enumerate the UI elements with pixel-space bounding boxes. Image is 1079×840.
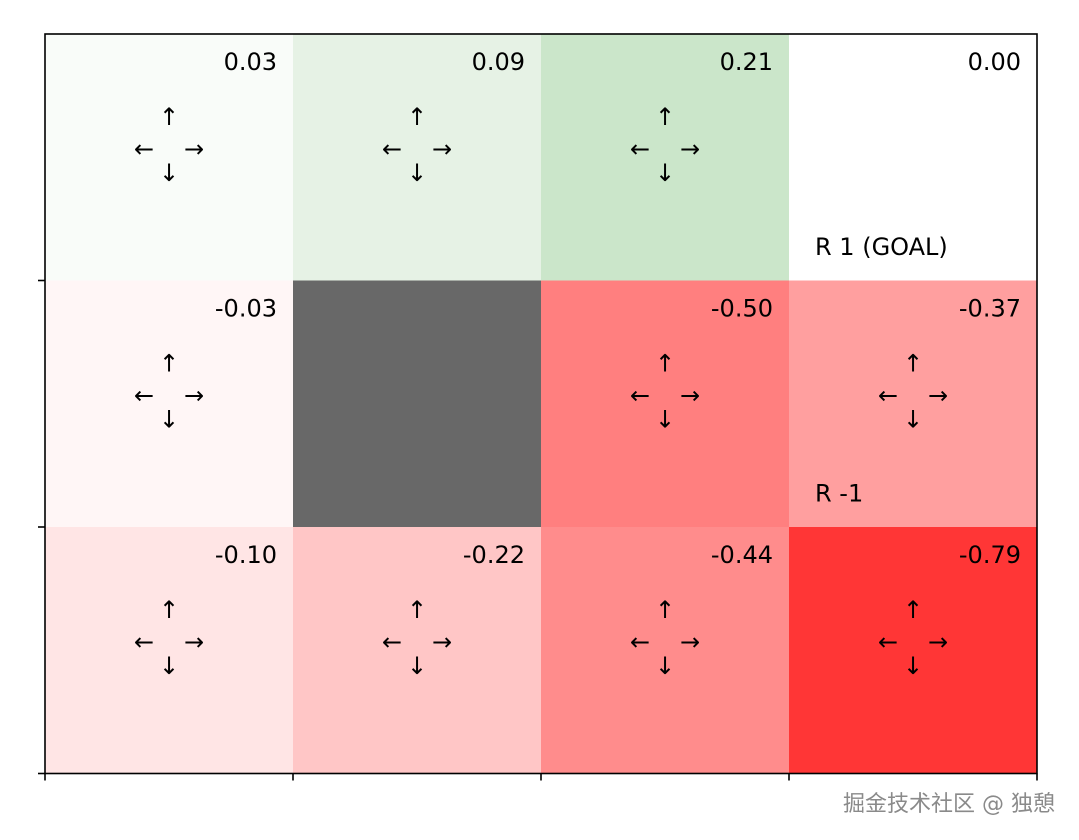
arrow-left-icon: ← — [630, 628, 650, 656]
cell-value: -0.10 — [215, 541, 277, 569]
arrow-left-icon: ← — [878, 382, 898, 410]
grid-cell-r0-c3: 0.00 R 1 (GOAL) — [789, 34, 1037, 281]
cell-background — [541, 34, 789, 281]
arrow-right-icon: → — [432, 628, 452, 656]
arrow-down-icon: ↓ — [159, 406, 179, 434]
arrow-right-icon: → — [680, 628, 700, 656]
cell-value: 0.09 — [472, 48, 525, 76]
cell-background — [45, 280, 293, 527]
cell-background — [45, 34, 293, 281]
arrow-right-icon: → — [928, 628, 948, 656]
cell-value: -0.37 — [959, 295, 1021, 323]
cell-value: 0.00 — [968, 48, 1021, 76]
arrow-down-icon: ↓ — [655, 652, 675, 680]
arrow-up-icon: ↑ — [159, 103, 179, 131]
arrow-left-icon: ← — [134, 382, 154, 410]
cell-background — [789, 527, 1037, 774]
arrow-up-icon: ↑ — [159, 350, 179, 378]
arrow-left-icon: ← — [134, 135, 154, 163]
arrow-up-icon: ↑ — [407, 596, 427, 624]
cell-reward-label: R -1 — [815, 480, 863, 508]
arrow-up-icon: ↑ — [655, 350, 675, 378]
arrow-up-icon: ↑ — [655, 596, 675, 624]
arrow-left-icon: ← — [630, 382, 650, 410]
arrow-up-icon: ↑ — [407, 103, 427, 131]
arrow-left-icon: ← — [382, 628, 402, 656]
arrow-left-icon: ← — [382, 135, 402, 163]
grid-cell-r1-c0: -0.03 ↑ ↓← → — [45, 280, 293, 527]
cell-background — [293, 34, 541, 281]
grid-cell-r2-c2: -0.44 ↑ ↓← → — [541, 527, 789, 774]
arrow-left-icon: ← — [630, 135, 650, 163]
cell-background — [789, 34, 1037, 281]
cell-background — [541, 527, 789, 774]
cell-value: -0.50 — [711, 295, 773, 323]
arrow-down-icon: ↓ — [903, 652, 923, 680]
grid-cell-r1-c3: -0.37 ↑ ↓← → R -1 — [789, 280, 1037, 527]
cell-reward-label: R 1 (GOAL) — [815, 233, 948, 261]
arrow-up-icon: ↑ — [159, 596, 179, 624]
arrow-right-icon: → — [680, 382, 700, 410]
cell-background — [45, 527, 293, 774]
grid-cell-r2-c1: -0.22 ↑ ↓← → — [293, 527, 541, 774]
cell-value: -0.79 — [959, 541, 1021, 569]
arrow-right-icon: → — [928, 382, 948, 410]
arrow-left-icon: ← — [878, 628, 898, 656]
arrow-down-icon: ↓ — [159, 159, 179, 187]
cell-background — [789, 280, 1037, 527]
arrow-right-icon: → — [184, 382, 204, 410]
arrow-down-icon: ↓ — [407, 159, 427, 187]
wall-cell — [293, 280, 541, 527]
grid-cell-r1-c2: -0.50 ↑ ↓← → — [541, 280, 789, 527]
arrow-left-icon: ← — [134, 628, 154, 656]
arrow-up-icon: ↑ — [903, 596, 923, 624]
cell-value: -0.44 — [711, 541, 773, 569]
arrow-up-icon: ↑ — [903, 350, 923, 378]
cell-background — [541, 280, 789, 527]
grid-cell-r1-c1 — [293, 280, 541, 527]
grid-cell-r0-c0: 0.03 ↑ ↓← → — [45, 34, 293, 281]
cell-value: 0.21 — [720, 48, 773, 76]
arrow-down-icon: ↓ — [655, 406, 675, 434]
arrow-right-icon: → — [184, 628, 204, 656]
cell-background — [293, 527, 541, 774]
cell-value: -0.22 — [463, 541, 525, 569]
arrow-down-icon: ↓ — [407, 652, 427, 680]
arrow-right-icon: → — [184, 135, 204, 163]
arrow-up-icon: ↑ — [655, 103, 675, 131]
cell-value: 0.03 — [224, 48, 277, 76]
watermark: 掘金技术社区 @ 独憩 — [843, 792, 1055, 817]
grid-cell-r0-c1: 0.09 ↑ ↓← → — [293, 34, 541, 281]
arrow-down-icon: ↓ — [903, 406, 923, 434]
grid-cell-r0-c2: 0.21 ↑ ↓← → — [541, 34, 789, 281]
grid-cell-r2-c0: -0.10 ↑ ↓← → — [45, 527, 293, 774]
arrow-down-icon: ↓ — [159, 652, 179, 680]
grid-cell-r2-c3: -0.79 ↑ ↓← → — [789, 527, 1037, 774]
arrow-right-icon: → — [432, 135, 452, 163]
arrow-right-icon: → — [680, 135, 700, 163]
cell-value: -0.03 — [215, 295, 277, 323]
arrow-down-icon: ↓ — [655, 159, 675, 187]
